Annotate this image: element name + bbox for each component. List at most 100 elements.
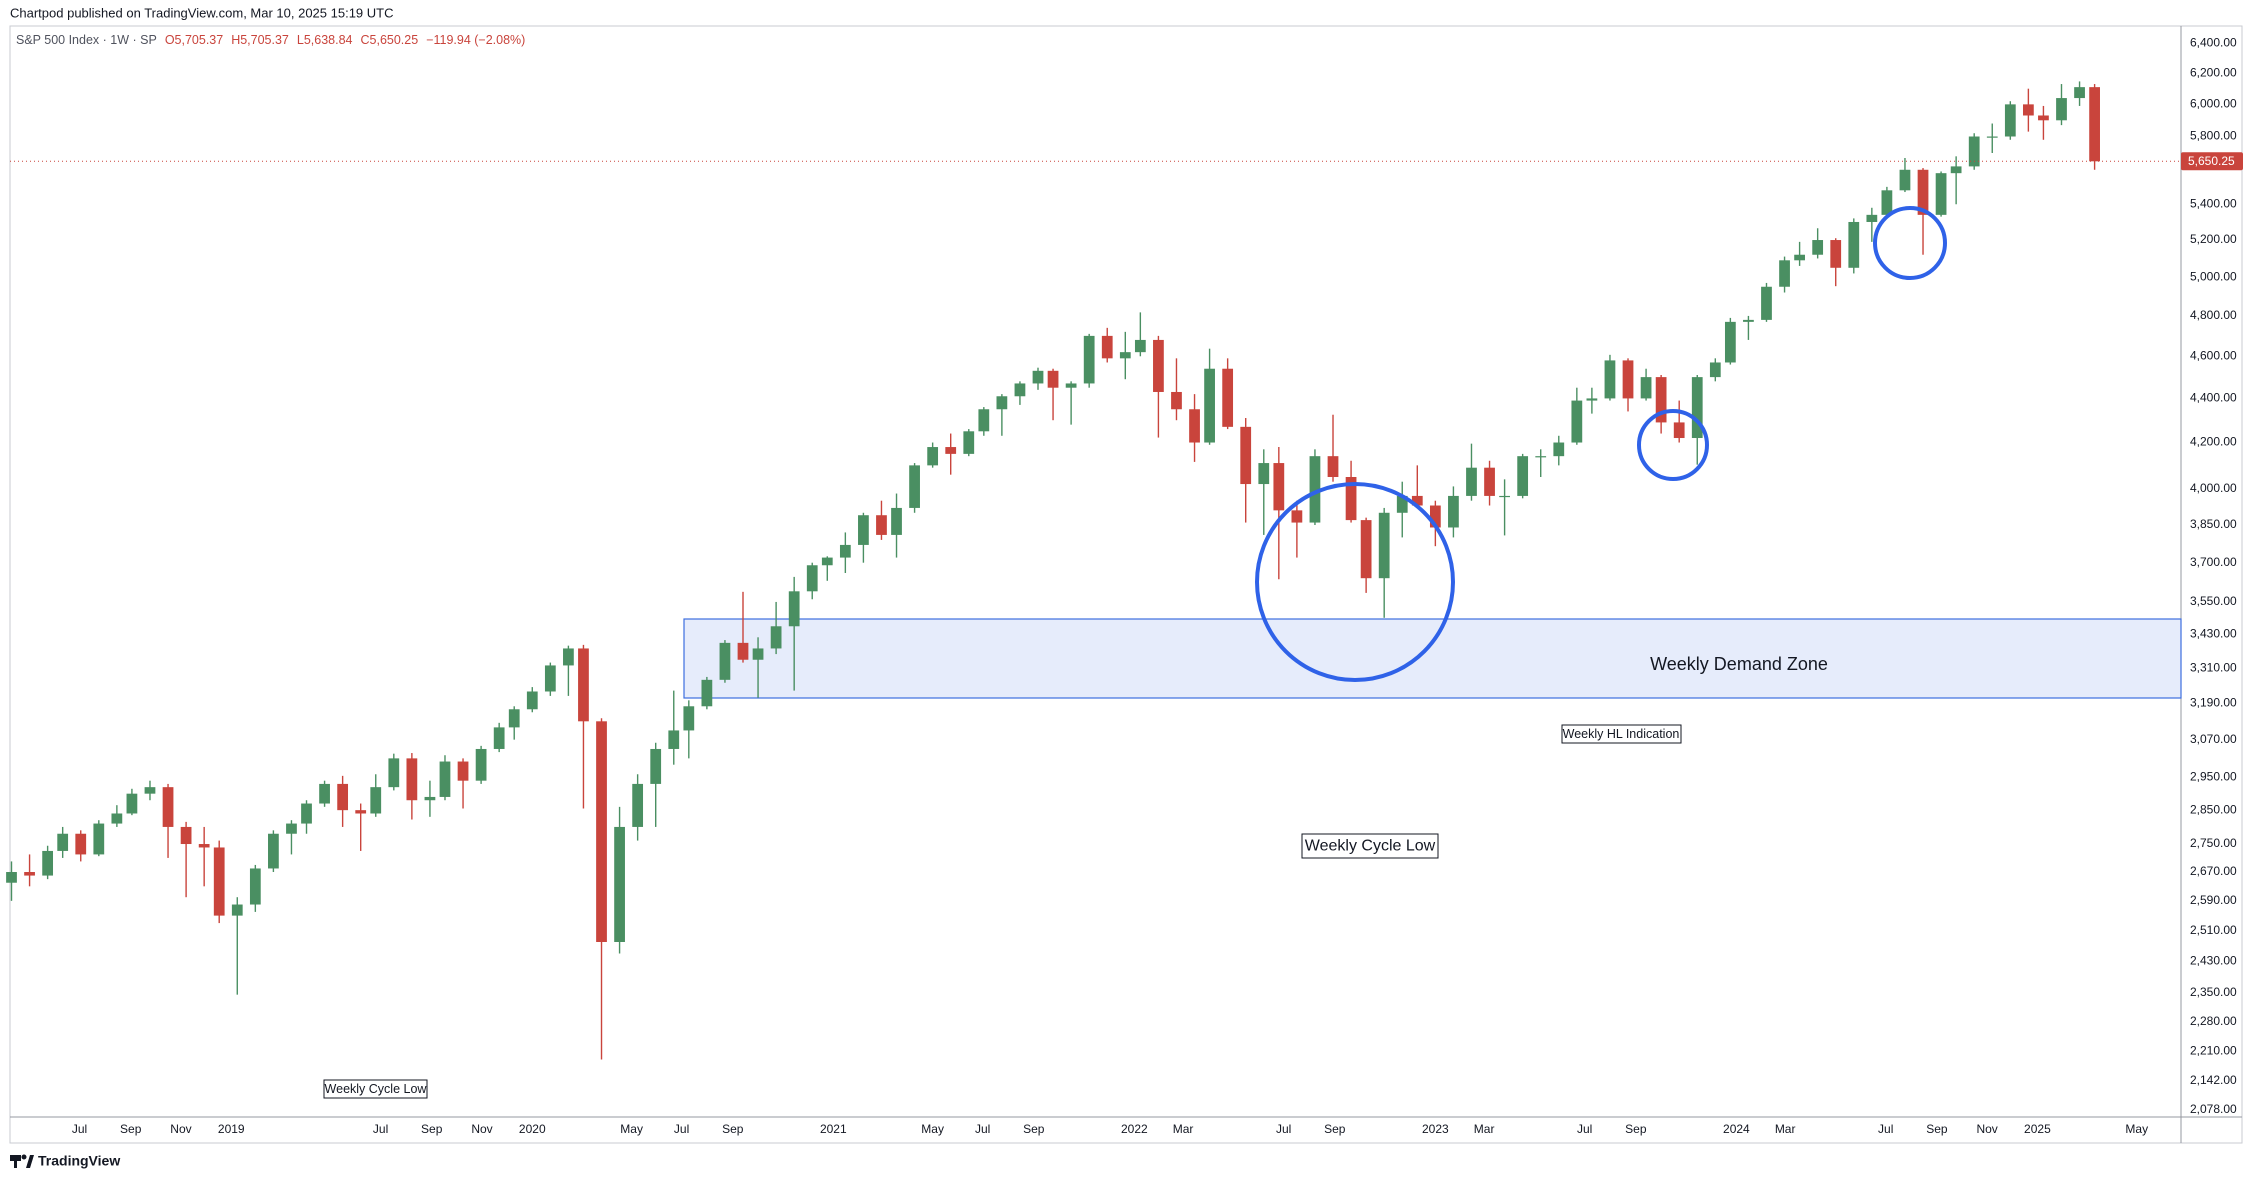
candle-body: [286, 823, 297, 834]
candle-body: [1204, 368, 1215, 443]
candle-body: [770, 626, 782, 649]
y-tick-label: 4,400.00: [2190, 391, 2237, 405]
candle-body: [370, 787, 382, 814]
x-tick-label: 2019: [218, 1122, 245, 1136]
candle-body: [1327, 456, 1339, 478]
candle-body: [544, 665, 556, 692]
y-tick-label: 3,850.00: [2190, 517, 2237, 531]
demand-zone: [683, 618, 2182, 699]
candle-body: [457, 761, 469, 781]
header: Chartpod published on TradingView.com, M…: [10, 5, 394, 20]
candle-body: [668, 730, 680, 749]
candle-body: [1848, 221, 1860, 268]
candle-body: [1396, 495, 1408, 513]
x-tick-label: May: [620, 1122, 643, 1136]
candle-body: [2074, 87, 2085, 99]
x-tick-label: Sep: [1324, 1122, 1346, 1136]
candle-body: [1604, 360, 1616, 399]
y-tick-label: 4,600.00: [2190, 348, 2237, 362]
candle-body: [1083, 335, 1095, 384]
candle-body: [268, 833, 279, 869]
y-tick-label: 3,310.00: [2190, 660, 2237, 674]
x-tick-label: Mar: [1775, 1122, 1796, 1136]
candle-body: [301, 803, 312, 824]
candle-body: [1240, 426, 1252, 485]
x-tick-label: 2021: [820, 1122, 847, 1136]
candle-body: [683, 706, 695, 731]
candle-body: [806, 565, 818, 592]
logo-mark: [14, 1155, 17, 1168]
candle-body: [578, 648, 589, 722]
x-tick-label: 2023: [1422, 1122, 1449, 1136]
candle-body: [1032, 370, 1044, 384]
candle-body: [1101, 335, 1113, 359]
candle-body: [1968, 136, 1980, 167]
x-tick-label: Nov: [471, 1122, 492, 1136]
logo-text: TradingView: [38, 1153, 120, 1169]
candle-body: [876, 515, 887, 535]
y-tick-label: 6,400.00: [2190, 35, 2237, 49]
x-tick-label: 2020: [519, 1122, 546, 1136]
y-tick-label: 2,078.00: [2190, 1102, 2237, 1116]
x-tick-label: 2022: [1121, 1122, 1148, 1136]
candle-body: [1153, 339, 1164, 392]
candle-body: [1640, 377, 1652, 399]
y-tick-label: 5,800.00: [2190, 129, 2237, 143]
candle-body: [1622, 360, 1634, 399]
y-tick-label: 2,670.00: [2190, 864, 2237, 878]
candle-body: [1360, 520, 1372, 579]
candle-body: [752, 648, 764, 660]
y-tick-label: 2,950.00: [2190, 770, 2237, 784]
candle-body: [1047, 370, 1059, 388]
y-tick-label: 3,190.00: [2190, 695, 2237, 709]
candle-body: [1986, 136, 1998, 138]
legend-value: −119.94 (−2.08%): [426, 33, 525, 47]
candle-body: [1535, 456, 1547, 458]
candle-body: [1830, 240, 1842, 268]
y-tick-label: 2,350.00: [2190, 985, 2237, 999]
candle-body: [1761, 286, 1772, 320]
plot-area: [6, 81, 2100, 1060]
y-tick-label: 6,000.00: [2190, 97, 2237, 111]
annotation-box: [323, 1079, 428, 1099]
candle-body: [1291, 510, 1303, 523]
y-tick-label: 3,550.00: [2190, 594, 2237, 608]
candle-body: [1743, 319, 1754, 322]
x-tick-label: Mar: [1173, 1122, 1194, 1136]
last-price-label: 5,650.25: [2188, 154, 2235, 168]
candle-body: [2004, 104, 2016, 137]
highlight-circle: [1255, 482, 1455, 682]
candle-body: [2056, 98, 2067, 121]
candle-body: [526, 691, 538, 710]
candle-body: [1691, 377, 1703, 439]
candle-body: [439, 761, 451, 797]
candle-body: [1724, 321, 1736, 363]
annotation: Weekly Demand Zone: [1650, 654, 1828, 674]
candle-body: [1222, 368, 1234, 427]
candle-body: [1273, 463, 1285, 511]
y-tick-label: 4,800.00: [2190, 308, 2237, 322]
y-tick-label: 2,510.00: [2190, 923, 2237, 937]
candle-body: [563, 648, 574, 666]
legend-value: L5,638.84: [297, 33, 353, 47]
logo-mark: [26, 1155, 34, 1168]
x-tick-label: May: [921, 1122, 944, 1136]
y-tick-label: 2,142.00: [2190, 1073, 2237, 1087]
candle-body: [162, 787, 174, 827]
last-price-tag: [2181, 152, 2243, 171]
candle-body: [719, 642, 731, 680]
candle-body: [2022, 104, 2034, 116]
candle-body: [424, 796, 436, 801]
candle-body: [126, 793, 138, 814]
candle-body: [614, 826, 625, 942]
candle-body: [701, 679, 713, 707]
candle-body: [249, 868, 261, 905]
candle-body: [1378, 512, 1390, 579]
x-tick-label: 2025: [2024, 1122, 2051, 1136]
candle-body: [1673, 422, 1685, 439]
candle-body: [1448, 495, 1459, 528]
x-tick-label: May: [2125, 1122, 2148, 1136]
candle-body: [508, 709, 520, 728]
